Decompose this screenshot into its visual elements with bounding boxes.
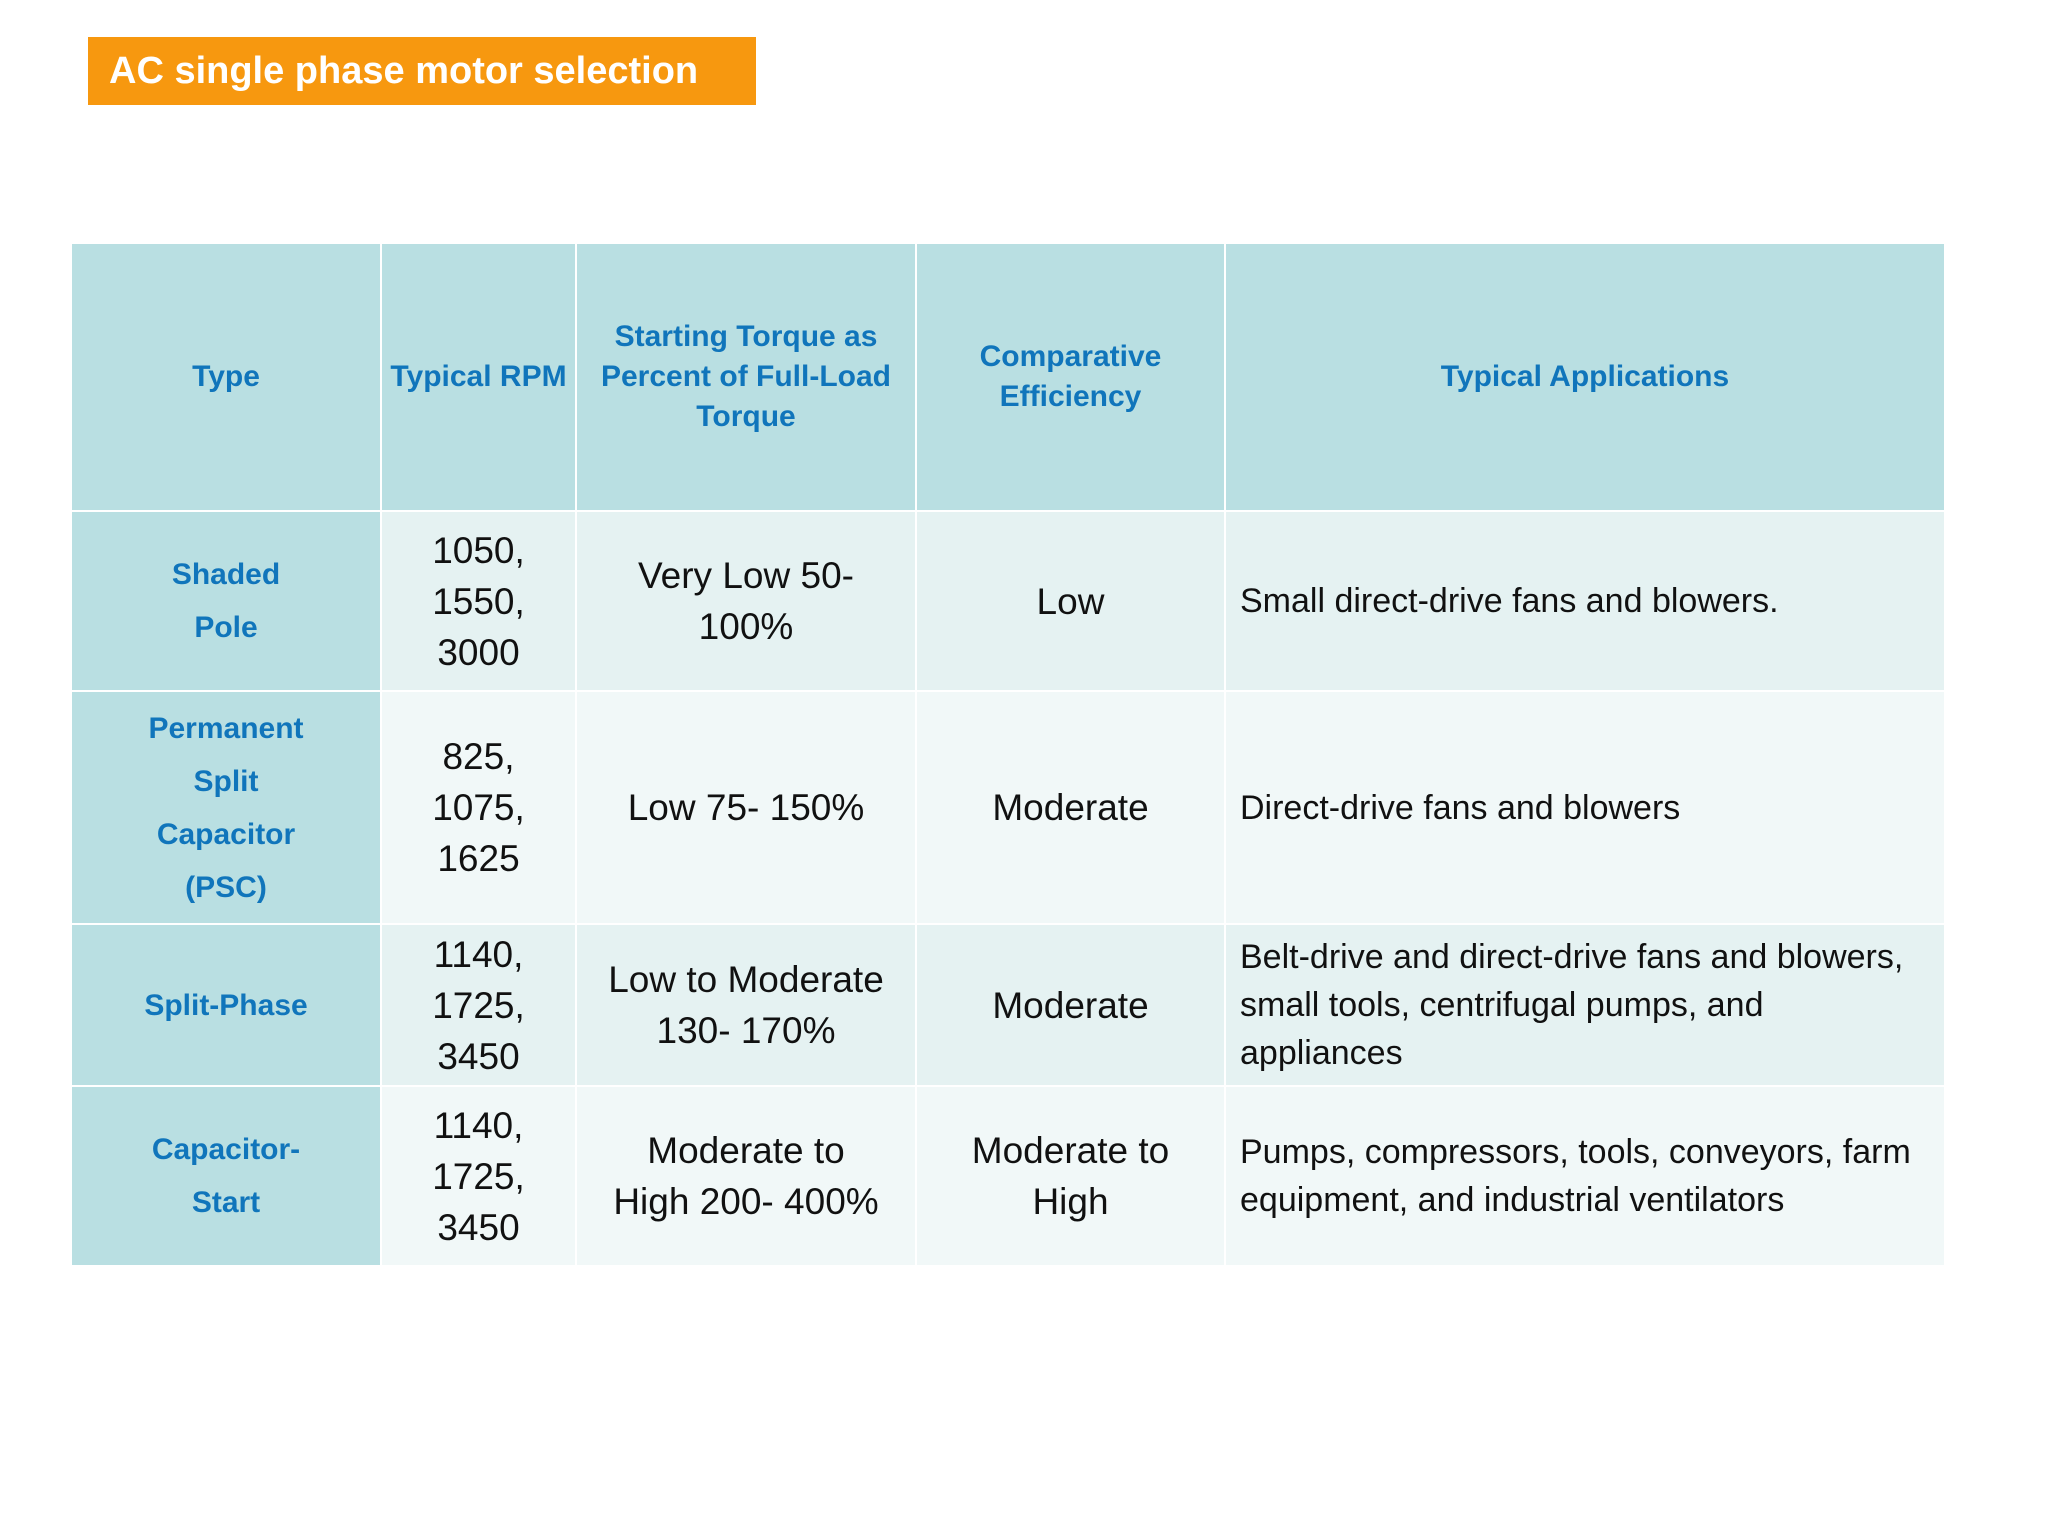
applications-value: Small direct-drive fans and blowers. [1240, 582, 1779, 620]
rpm-cell: 1140, 1725, 3450 [380, 1085, 577, 1267]
efficiency-value: Low [1036, 580, 1105, 622]
torque-cell: Very Low 50-100% [575, 510, 917, 692]
efficiency-value: Moderate to High [971, 1130, 1170, 1222]
efficiency-cell: Moderate [915, 923, 1226, 1087]
rpm-cell: 1050, 1550, 3000 [380, 510, 577, 692]
header-torque: Starting Torque as Percent of Full-Load … [575, 242, 917, 512]
header-efficiency: Comparative Efficiency [915, 242, 1226, 512]
row-type-cell: Permanent Split Capacitor (PSC) [70, 690, 382, 925]
applications-cell: Small direct-drive fans and blowers. [1224, 510, 1946, 692]
header-efficiency-label: Comparative Efficiency [979, 340, 1162, 413]
table-body: Shaded Pole 1050, 1550, 3000 Very Low 50… [70, 510, 1946, 1267]
efficiency-cell: Moderate [915, 690, 1226, 925]
table-row: Shaded Pole 1050, 1550, 3000 Very Low 50… [70, 510, 1946, 692]
applications-value: Direct-drive fans and blowers [1240, 788, 1681, 827]
rpm-value: 825, 1075, 1625 [432, 736, 525, 879]
rpm-cell: 825, 1075, 1625 [380, 690, 577, 925]
torque-value: Low to Moderate 130- 170% [608, 959, 884, 1051]
efficiency-value: Moderate [992, 787, 1149, 828]
row-type-label: Split-Phase [144, 988, 308, 1022]
row-type-cell: Shaded Pole [70, 510, 382, 692]
torque-value: Moderate to High 200- 400% [613, 1130, 879, 1222]
torque-value: Low 75- 150% [627, 787, 865, 828]
row-type-label: Permanent Split Capacitor (PSC) [148, 711, 304, 904]
row-type-cell: Split-Phase [70, 923, 382, 1087]
page-title: AC single phase motor selection [88, 37, 756, 105]
table-row: Split-Phase 1140, 1725, 3450 Low to Mode… [70, 923, 1946, 1087]
header-type: Type [70, 242, 382, 512]
rpm-value: 1050, 1550, 3000 [432, 529, 525, 673]
efficiency-cell: Moderate to High [915, 1085, 1226, 1267]
header-torque-label: Starting Torque as Percent of Full-Load … [600, 320, 891, 433]
table-row: Capacitor-Start 1140, 1725, 3450 Moderat… [70, 1085, 1946, 1267]
header-applications: Typical Applications [1224, 242, 1946, 512]
row-type-label: Capacitor-Start [151, 1133, 301, 1219]
applications-value: Pumps, compressors, tools, conveyors, fa… [1240, 1133, 1911, 1219]
motor-selection-table: Type Typical RPM Starting Torque as Perc… [70, 242, 1946, 1267]
header-row: Type Typical RPM Starting Torque as Perc… [70, 242, 1946, 512]
rpm-cell: 1140, 1725, 3450 [380, 923, 577, 1087]
rpm-value: 1140, 1725, 3450 [432, 933, 525, 1077]
torque-value: Very Low 50-100% [638, 555, 854, 647]
torque-cell: Moderate to High 200- 400% [575, 1085, 917, 1267]
applications-value: Belt-drive and direct-drive fans and blo… [1240, 938, 1904, 1072]
table-header: Type Typical RPM Starting Torque as Perc… [70, 242, 1946, 512]
table-row: Permanent Split Capacitor (PSC) 825, 107… [70, 690, 1946, 925]
rpm-value: 1140, 1725, 3450 [432, 1104, 525, 1248]
row-type-cell: Capacitor-Start [70, 1085, 382, 1267]
torque-cell: Low 75- 150% [575, 690, 917, 925]
efficiency-cell: Low [915, 510, 1226, 692]
applications-cell: Belt-drive and direct-drive fans and blo… [1224, 923, 1946, 1087]
torque-cell: Low to Moderate 130- 170% [575, 923, 917, 1087]
header-rpm-label: Typical RPM [390, 360, 567, 393]
applications-cell: Direct-drive fans and blowers [1224, 690, 1946, 925]
header-rpm: Typical RPM [380, 242, 577, 512]
efficiency-value: Moderate [992, 984, 1149, 1026]
row-type-label: Shaded Pole [171, 558, 281, 644]
applications-cell: Pumps, compressors, tools, conveyors, fa… [1224, 1085, 1946, 1267]
